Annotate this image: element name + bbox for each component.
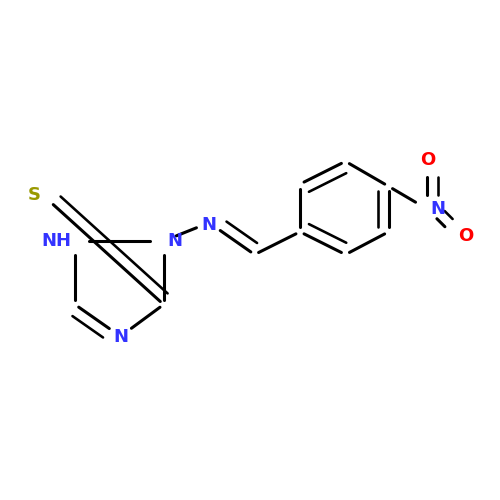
Text: O: O — [420, 151, 435, 169]
Text: NH: NH — [42, 232, 72, 250]
Text: N: N — [113, 328, 128, 346]
Text: S: S — [28, 186, 41, 204]
Text: N: N — [202, 216, 216, 234]
Text: N: N — [168, 232, 182, 250]
Text: N: N — [430, 200, 446, 218]
Text: O: O — [458, 228, 473, 246]
